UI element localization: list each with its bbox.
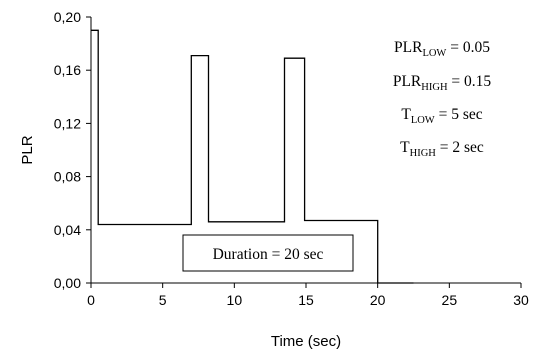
x-tick-label: 5 <box>159 292 167 308</box>
plot-area <box>91 29 414 284</box>
x-tick-label: 10 <box>227 292 243 308</box>
parameter-annotations: PLRLOW = 0.05 PLRHIGH = 0.15 TLOW = 5 sec T… <box>393 39 492 159</box>
parameter-annotation: THIGH = 2 sec <box>400 139 484 159</box>
x-tick-label: 25 <box>442 292 458 308</box>
series-line-0 <box>91 29 414 284</box>
y-tick-label: 0,12 <box>54 115 81 131</box>
x-tick-label: 30 <box>513 292 529 308</box>
x-tick-label: 0 <box>87 292 95 308</box>
y-tick-label: 0,16 <box>54 62 81 78</box>
parameter-annotation: PLRHIGH = 0.15 <box>393 73 492 93</box>
y-tick-label: 0,04 <box>54 222 81 238</box>
y-tick-label: 0,20 <box>54 9 81 25</box>
annotation-box-frame <box>182 234 354 272</box>
y-tick-label: 0,00 <box>54 275 81 291</box>
x-axis-title: Time (sec) <box>271 333 341 350</box>
x-tick-label: 15 <box>298 292 314 308</box>
duration-annotation: Duration = 20 sec <box>213 246 324 263</box>
y-axis-title: PLR <box>19 135 36 164</box>
parameter-annotation: TLOW = 5 sec <box>401 106 482 126</box>
annotation-box: Duration = 20 sec <box>182 234 354 272</box>
parameter-annotation: PLRLOW = 0.05 <box>394 39 490 59</box>
axes: 0,00 0,04 0,08 0,12 0,16 0,20 0 5 10 15 20 25 30 <box>54 9 529 308</box>
y-tick-label: 0,08 <box>54 169 81 185</box>
x-tick-label: 20 <box>370 292 386 308</box>
